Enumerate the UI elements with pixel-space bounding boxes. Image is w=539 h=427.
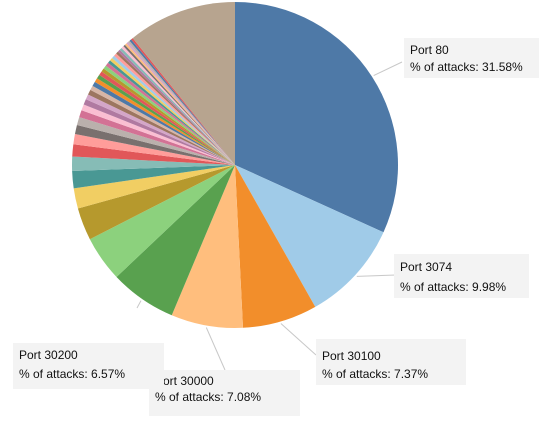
- pie-slice[interactable]: [89, 165, 236, 277]
- callout-port-label: Port 80: [410, 43, 449, 57]
- pie-slice[interactable]: [83, 99, 235, 165]
- callout-port-30100: Port 30100 % of attacks: 7.37%: [316, 339, 466, 385]
- callout-port-label: Port 30000: [155, 374, 214, 388]
- leader-line-port-30000: [205, 327, 226, 371]
- callout-box: [149, 370, 300, 416]
- pie-slice[interactable]: [72, 144, 235, 165]
- callout-box: [394, 254, 529, 298]
- callout-box: [13, 343, 164, 389]
- pie-slice[interactable]: [90, 85, 235, 165]
- callout-percent-label: % of attacks: 9.98%: [400, 280, 506, 294]
- pie-slice[interactable]: [77, 165, 235, 240]
- pie-slice[interactable]: [96, 74, 235, 165]
- pie-slice[interactable]: [114, 53, 235, 165]
- pie-slice[interactable]: [101, 68, 236, 165]
- callout-port-label: Port 30200: [19, 348, 78, 362]
- callout-percent-label: % of attacks: 31.58%: [410, 60, 523, 74]
- pie-slice[interactable]: [111, 55, 235, 165]
- callout-percent-label: % of attacks: 7.37%: [322, 367, 428, 381]
- callout-port-30000: Port 30000 % of attacks: 7.08%: [149, 370, 300, 416]
- pie-slice[interactable]: [76, 117, 235, 165]
- pie-slice[interactable]: [124, 43, 235, 165]
- pie-slice[interactable]: [74, 125, 235, 165]
- callout-percent-label: % of attacks: 7.08%: [155, 390, 261, 404]
- pie-slice[interactable]: [108, 60, 235, 165]
- pie-slice[interactable]: [119, 47, 235, 165]
- pie-slice[interactable]: [85, 94, 235, 165]
- pie-slice[interactable]: [79, 110, 236, 165]
- callout-port-3074: Port 3074 % of attacks: 9.98%: [394, 254, 529, 298]
- pie-slice[interactable]: [131, 38, 235, 165]
- pie-slice[interactable]: [94, 78, 235, 165]
- pie-slice[interactable]: [117, 49, 235, 165]
- pie-slice[interactable]: [128, 40, 235, 166]
- pie-slice[interactable]: [109, 58, 235, 166]
- pie-slice-port-30000[interactable]: [171, 165, 243, 328]
- pie-slice-port-30100[interactable]: [235, 165, 316, 328]
- leader-line-port-3074: [356, 274, 397, 277]
- leader-line-port-30100: [280, 323, 317, 356]
- pie-slice[interactable]: [126, 42, 235, 165]
- callout-port-label: Port 3074: [400, 260, 452, 274]
- callout-port-80: Port 80 % of attacks: 31.58%: [404, 38, 539, 78]
- pie-slice[interactable]: [116, 51, 235, 165]
- pie-slice[interactable]: [88, 89, 236, 165]
- pie-slice[interactable]: [121, 46, 235, 165]
- pie-slice[interactable]: [129, 39, 235, 166]
- leader-line-port-30200: [136, 300, 142, 309]
- pie-slice[interactable]: [73, 165, 235, 209]
- pie-slice[interactable]: [72, 156, 236, 171]
- leader-line-port-80: [373, 61, 403, 77]
- callout-leader-lines: [136, 61, 403, 371]
- callout-box: [404, 38, 539, 78]
- pie-slice[interactable]: [103, 65, 235, 165]
- pie-slice[interactable]: [81, 104, 235, 165]
- pie-slice-port-3074[interactable]: [235, 165, 384, 307]
- callout-port-label: Port 30100: [322, 349, 381, 363]
- pie-slices: [72, 1, 399, 328]
- pie-slice[interactable]: [72, 165, 235, 189]
- pie-slice[interactable]: [92, 81, 235, 165]
- pie-slice[interactable]: [73, 134, 235, 165]
- pie-slice-port-30200[interactable]: [116, 165, 235, 316]
- callout-percent-label: % of attacks: 6.57%: [19, 367, 125, 381]
- pie-slice[interactable]: [99, 71, 235, 165]
- callout-box: [316, 339, 466, 385]
- pie-slice-port-80[interactable]: [235, 1, 399, 233]
- pie-slice[interactable]: [123, 44, 235, 165]
- pie-slice[interactable]: [132, 2, 235, 165]
- callout-port-30200: Port 30200 % of attacks: 6.57%: [13, 343, 164, 389]
- pie-slice[interactable]: [105, 62, 235, 165]
